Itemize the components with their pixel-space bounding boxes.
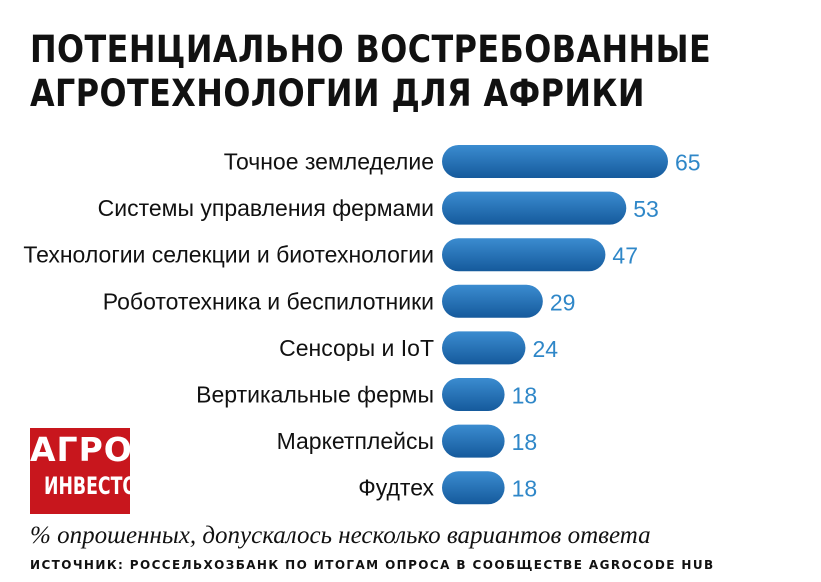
bar	[442, 424, 505, 458]
category-label: Сенсоры и IoT	[279, 335, 434, 361]
title-line-2: АГРОТЕХНОЛОГИИ ДЛЯ АФРИКИ	[30, 72, 645, 115]
bar	[442, 331, 526, 365]
category-label: Системы управления фермами	[98, 195, 434, 221]
value-label: 65	[675, 150, 701, 176]
category-label: Точное земледелие	[224, 149, 434, 175]
value-label: 18	[512, 476, 538, 502]
chart-note: % опрошенных, допускалось несколько вари…	[30, 522, 651, 549]
category-label: Маркетплейсы	[277, 428, 434, 454]
bar	[442, 378, 505, 411]
category-label: Вертикальные фермы	[196, 382, 434, 408]
category-label: Технологии селекции и биотехнологии	[23, 242, 434, 268]
bar	[442, 471, 505, 505]
bar	[442, 191, 627, 225]
value-label: 47	[612, 243, 638, 269]
bars-group: Точное земледелие 65 Системы управления фе…	[23, 145, 701, 505]
bar	[442, 284, 543, 318]
bar	[442, 238, 606, 272]
category-label: Робототехника и беспилотники	[103, 288, 434, 314]
bar	[442, 145, 668, 178]
chart-title: ПОТЕНЦИАЛЬНО ВОСТРЕБОВАННЫЕ АГРОТЕХНОЛОГ…	[30, 28, 712, 116]
logo-line-1: АГРО	[30, 430, 133, 469]
value-label: 53	[633, 196, 659, 222]
value-label: 29	[550, 289, 576, 315]
title-line-1: ПОТЕНЦИАЛЬНО ВОСТРЕБОВАННЫЕ	[30, 28, 712, 71]
value-label: 24	[532, 336, 558, 362]
agroinvestor-logo: АГРО ИНВЕСТОР	[30, 428, 150, 514]
category-label: Фудтех	[358, 475, 434, 501]
logo-line-2: ИНВЕСТОР	[44, 472, 150, 500]
value-label: 18	[512, 429, 538, 455]
chart-source: ИСТОЧНИК: РОССЕЛЬХОЗБАНК ПО ИТОГАМ ОПРОС…	[30, 558, 715, 572]
value-label: 18	[512, 383, 538, 409]
